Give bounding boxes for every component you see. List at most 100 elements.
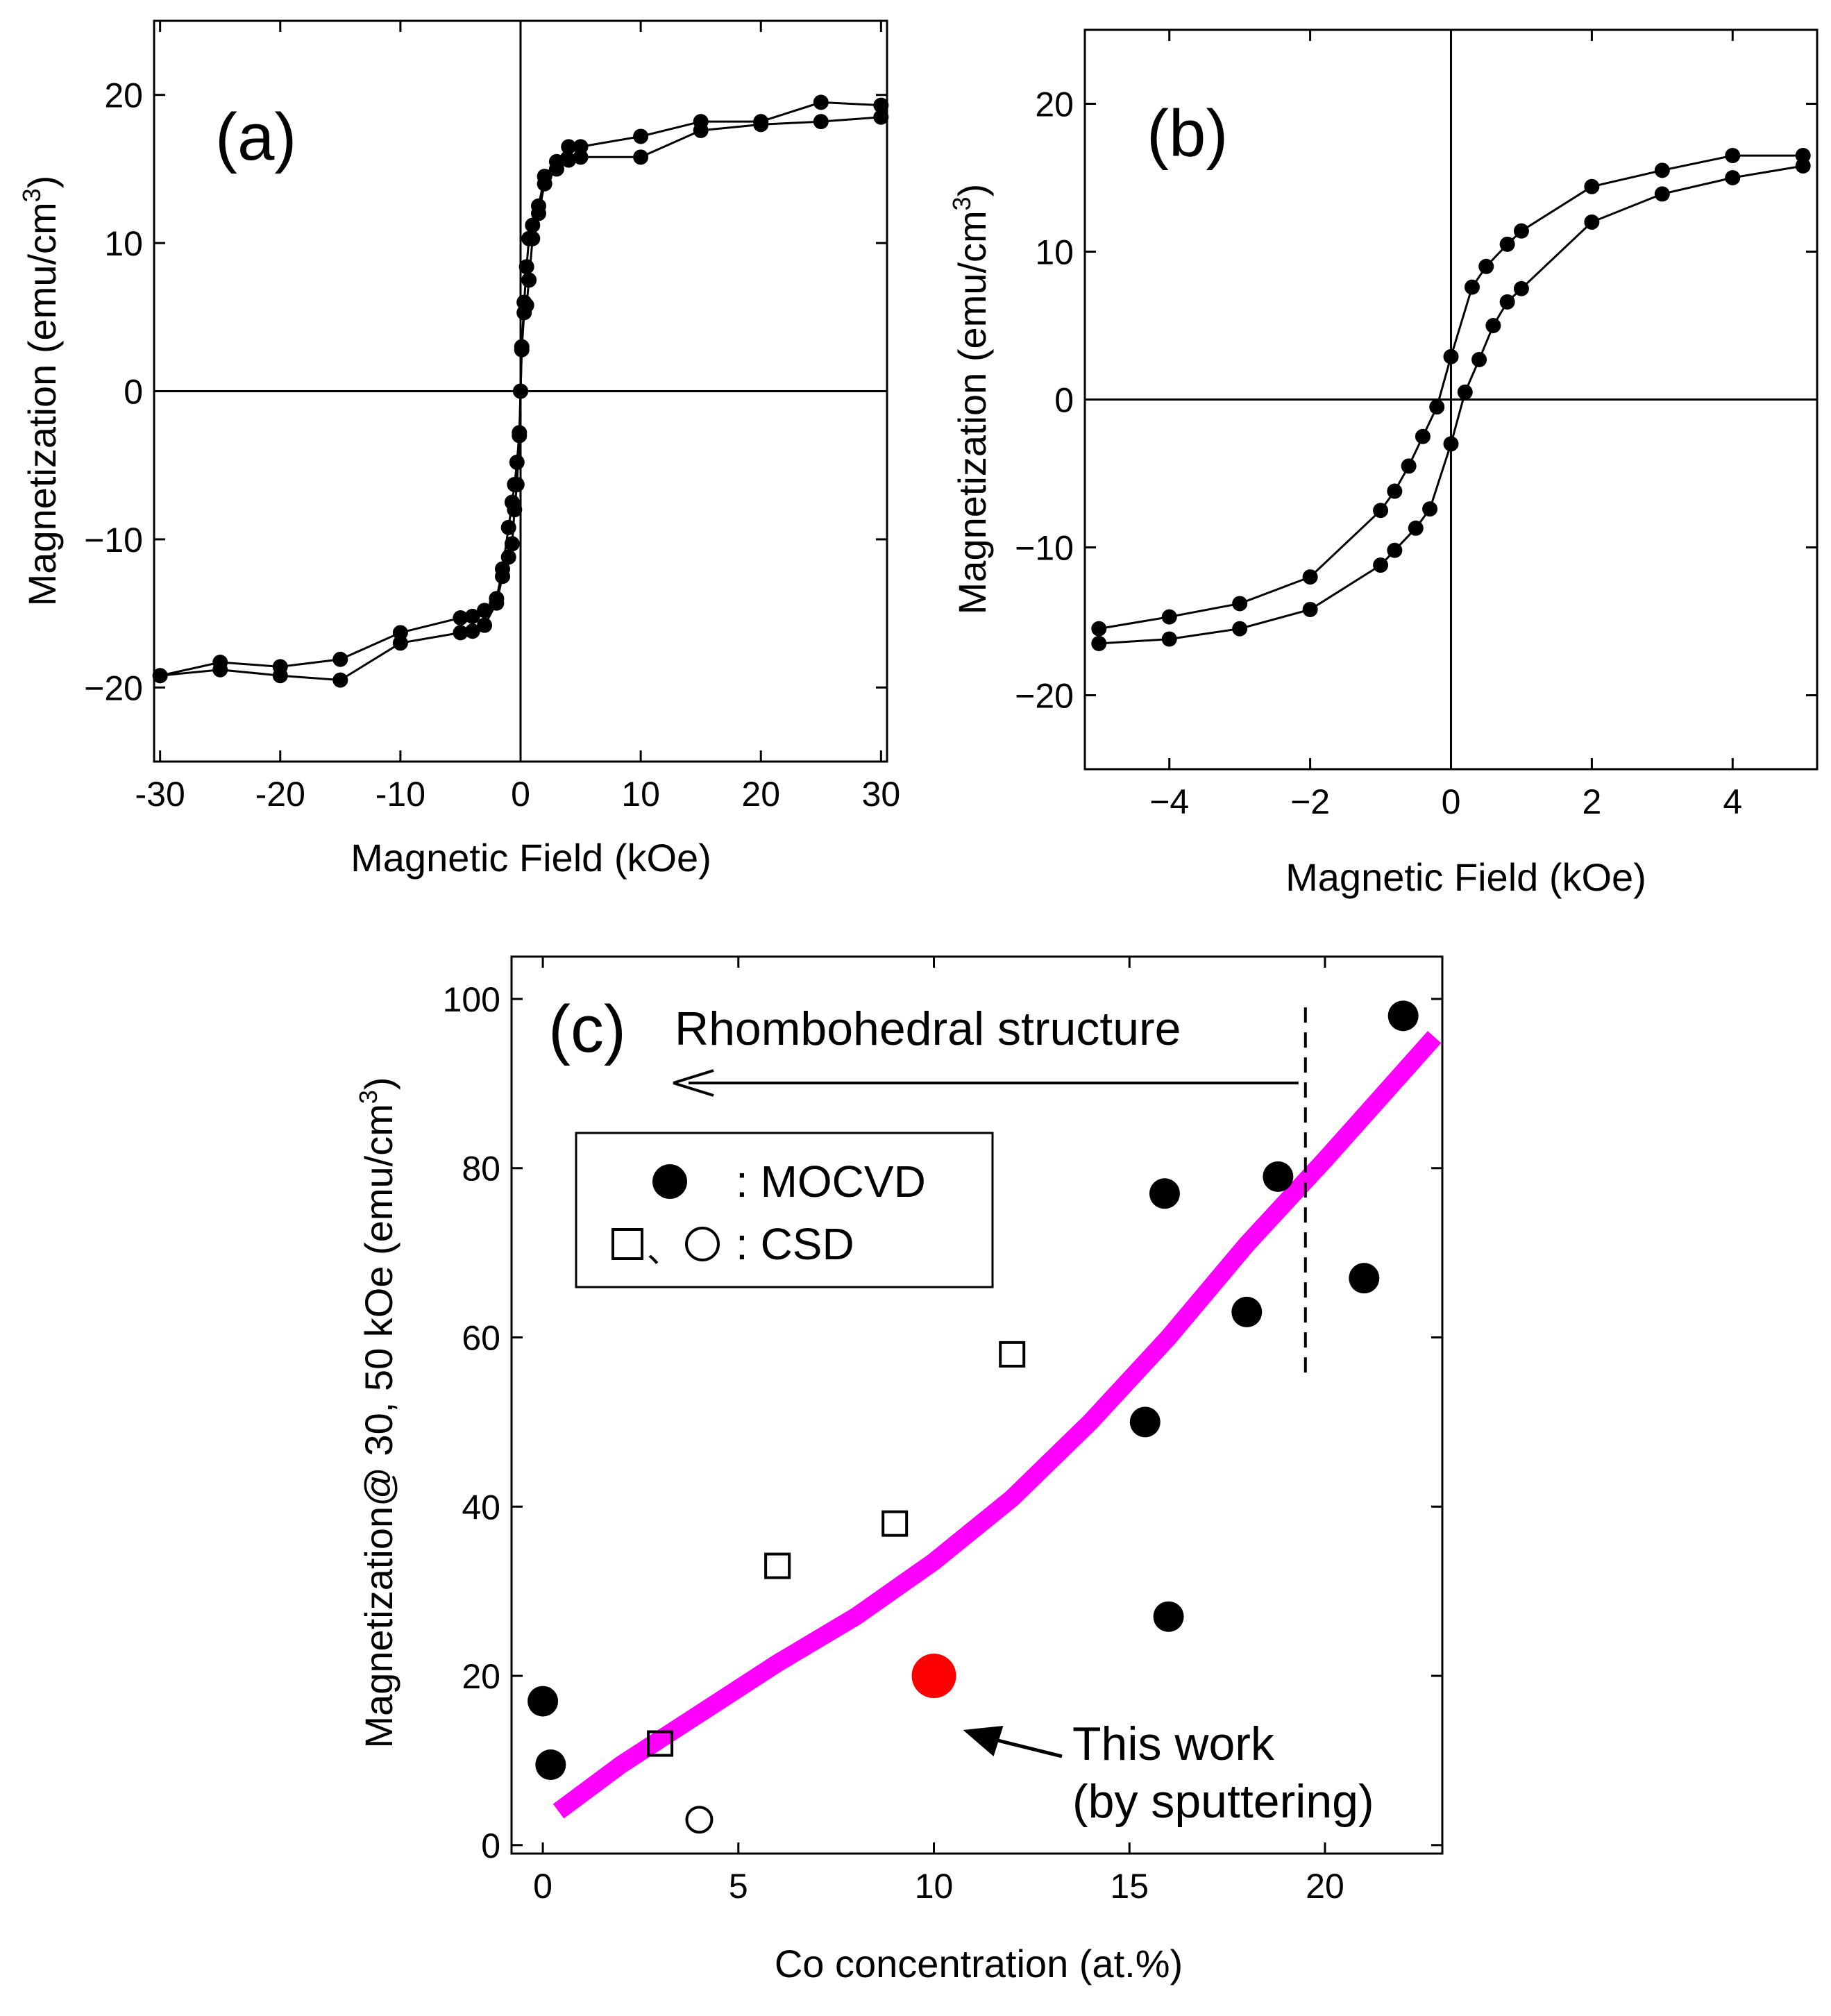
panel-a-y-tick-label: 20 xyxy=(104,76,143,115)
panel-b-series-1-point xyxy=(1401,458,1417,474)
panel-b-x-tick-label: 2 xyxy=(1582,782,1601,821)
rhombohedral-arrow-head xyxy=(673,1069,714,1097)
panel-a-series-2-point xyxy=(512,428,528,444)
panel-b-series-2-point xyxy=(1302,601,1318,617)
this-work-label: This work xyxy=(1072,1717,1275,1770)
legend-csd-circle-marker xyxy=(685,1227,720,1261)
panel-a-x-tick-label: 20 xyxy=(741,775,780,814)
panel-b-series-2-point xyxy=(1443,436,1459,452)
panel-a-series-2-point xyxy=(509,476,525,492)
csd-square-point xyxy=(999,1341,1026,1368)
panel-c-y-tick-label: 60 xyxy=(462,1318,500,1357)
panel-b-ylabel-main: Magnetization (emu/cm xyxy=(950,210,994,614)
legend-mocvd-label: : MOCVD xyxy=(736,1157,926,1207)
panel-b-series-2-point xyxy=(1471,351,1487,367)
panel-b-series-2-point xyxy=(1373,557,1389,573)
panel-a-series-2-point xyxy=(518,297,534,313)
panel-a-x-tick-label: 10 xyxy=(621,775,660,814)
panel-c-x-tick-label: 5 xyxy=(729,1867,748,1906)
panel-a-series-2-point xyxy=(453,625,469,641)
panel-b-series-2-point xyxy=(1387,542,1403,558)
panel-c-plot-frame xyxy=(510,955,1444,1855)
panel-c-chart: (c) Rhombohedral structure This work (by… xyxy=(354,955,1444,1985)
panel-b-series-1-point xyxy=(1429,399,1445,415)
panel-a-series-2-point xyxy=(521,272,537,288)
panel-a-x-tick-label: 0 xyxy=(511,775,530,814)
panel-b-series-1-point xyxy=(1302,569,1318,585)
panel-b-series-2-point xyxy=(1485,318,1501,333)
panel-b-y-tick-label: −10 xyxy=(1015,529,1074,568)
mocvd-point xyxy=(1387,1000,1419,1032)
panel-a-series-2-point xyxy=(573,149,589,165)
mocvd-point xyxy=(1153,1601,1184,1632)
panel-b-series-2-point xyxy=(1161,631,1177,647)
panel-a-series-2-point xyxy=(464,623,480,639)
legend-mocvd-marker xyxy=(652,1164,687,1199)
mocvd-point xyxy=(1231,1296,1263,1327)
mocvd-point xyxy=(1129,1406,1161,1438)
panel-a-series-2-point xyxy=(525,230,541,246)
panel-a-series-2-point xyxy=(332,672,348,688)
panel-c-x-tick-label: 10 xyxy=(915,1867,954,1906)
panel-b-series-2-point xyxy=(1091,635,1107,651)
panel-b-series-2-point xyxy=(1408,520,1424,536)
panel-b-ylabel: Magnetization (emu/cm3) xyxy=(947,184,994,615)
panel-a-series-1-point xyxy=(477,603,493,619)
mocvd-point xyxy=(528,1686,559,1717)
legend-separator: 、 xyxy=(647,1233,680,1270)
panel-a-series-2-point xyxy=(272,668,288,684)
panel-b-series-1-point xyxy=(1725,148,1741,164)
panel-b-x-tick-label: 4 xyxy=(1723,782,1742,821)
csd-circle-point xyxy=(685,1806,714,1834)
mocvd-point xyxy=(535,1749,566,1781)
panel-b-y-tick-label: −20 xyxy=(1015,677,1074,716)
panel-a-series-2-point xyxy=(813,114,829,130)
legend-csd-label: : CSD xyxy=(736,1219,854,1269)
panel-b-label: (b) xyxy=(1147,96,1228,171)
panel-b-ylabel-sup: 3 xyxy=(947,196,976,210)
csd-square-point xyxy=(647,1730,674,1757)
panel-b-series-2-point xyxy=(1232,621,1248,637)
panel-a-ylabel-main: Magnetization (emu/cm xyxy=(20,202,64,606)
mocvd-point xyxy=(1149,1178,1180,1209)
panel-a-series-1-point xyxy=(453,610,469,626)
panel-b-series-2-point xyxy=(1513,280,1529,296)
panel-c-ylabel-sup: 3 xyxy=(354,1090,382,1104)
panel-a-xlabel: Magnetic Field (kOe) xyxy=(351,836,711,880)
panel-a-ylabel-close: ) xyxy=(20,176,64,189)
panel-c-y-tick-label: 0 xyxy=(481,1826,500,1865)
panel-a-series-2-point xyxy=(633,149,649,165)
panel-b-ylabel-close: ) xyxy=(950,184,994,197)
panel-b-xlabel: Magnetic Field (kOe) xyxy=(1285,855,1646,899)
panel-b-series-1-point xyxy=(1499,236,1515,252)
panel-a-y-tick-label: −10 xyxy=(84,521,143,560)
panel-a-series-2-point xyxy=(537,176,552,192)
panel-a-series-1-point xyxy=(813,94,829,110)
trend-curve xyxy=(552,1031,1442,1819)
panel-b-chart: (b) Magnetic Field (kOe) Magnetization (… xyxy=(947,28,1819,899)
panel-b-series-1-point xyxy=(1478,258,1494,274)
panel-b-series-1-point xyxy=(1584,178,1600,194)
panel-a-x-tick-label: 30 xyxy=(862,775,901,814)
panel-b-series-2-point xyxy=(1457,384,1473,400)
panel-b-series-1-point xyxy=(1513,223,1529,239)
panel-a-series-2-point xyxy=(504,536,520,552)
panel-c-ylabel-main: Magnetization@ 30, 50 kOe (emu/cm xyxy=(357,1104,400,1748)
panel-a-series-1-point xyxy=(518,259,534,275)
panel-b-x-tick-label: 0 xyxy=(1442,782,1461,821)
panel-a-x-tick-label: -30 xyxy=(135,775,185,814)
csd-square-point xyxy=(881,1510,909,1537)
panel-c-x-tick-label: 15 xyxy=(1110,1867,1149,1906)
panel-a-x-tick-label: -10 xyxy=(376,775,425,814)
panel-c-y-tick-label: 20 xyxy=(462,1657,500,1696)
panel-b-x-tick-label: −4 xyxy=(1149,782,1189,821)
csd-square-point xyxy=(764,1552,791,1579)
panel-a-series-2-point xyxy=(507,502,523,518)
panel-b-series-2-point xyxy=(1795,158,1811,174)
panel-c-x-tick-label: 20 xyxy=(1306,1867,1344,1906)
panel-c-y-tick-label: 40 xyxy=(462,1488,500,1527)
panel-c-label: (c) xyxy=(548,992,626,1066)
panel-a-ylabel-sup: 3 xyxy=(17,188,46,202)
panel-a-series-1-point xyxy=(561,139,577,155)
panel-b-x-tick-label: −2 xyxy=(1290,782,1330,821)
